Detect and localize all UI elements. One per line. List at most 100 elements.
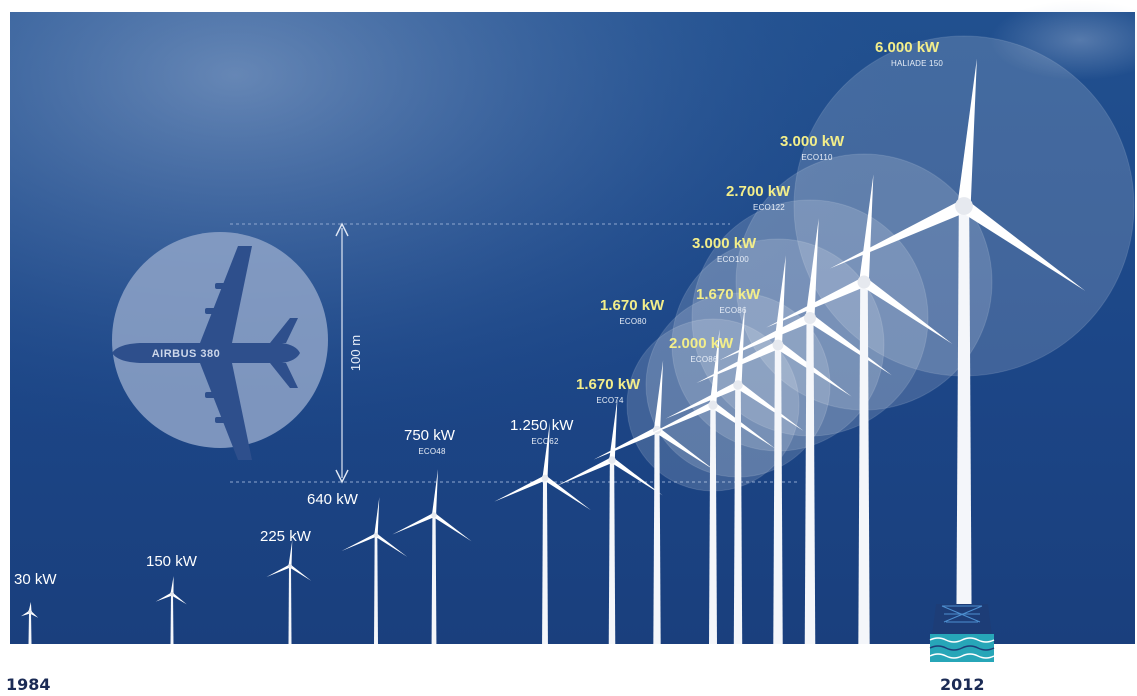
turbine-power-label-14: 6.000 kW (875, 39, 940, 56)
turbine-blade-7-1 (609, 398, 618, 461)
turbine-blade-6-2 (543, 475, 591, 511)
turbine-hub-12 (804, 312, 816, 324)
turbine-power-label-9: 2.000 kW (669, 335, 734, 352)
turbine-model-label-9: ECO86 (690, 355, 718, 364)
turbine-tower-12 (804, 318, 816, 644)
turbine-blade-6-1 (542, 422, 550, 479)
turbine-blade-2-2 (171, 592, 187, 605)
offshore-foundation-icon (929, 604, 995, 662)
turbine-tower-5 (431, 515, 437, 644)
turbine-blade-2-1 (170, 576, 174, 595)
turbine-4 (341, 497, 408, 644)
turbine-1 (20, 602, 39, 644)
aircraft-label: AIRBUS 380 (152, 348, 221, 360)
turbine-blade-5-3 (392, 513, 435, 535)
turbine-blade-12-2 (807, 314, 892, 376)
turbine-hub-9 (708, 400, 718, 410)
turbine-blade-9-1 (709, 329, 720, 406)
turbine-blade-14-3 (829, 199, 967, 269)
turbine-hub-3 (288, 564, 292, 568)
turbine-blade-14-1 (957, 58, 977, 207)
turbine-model-label-7: ECO74 (596, 396, 624, 405)
turbine-blade-8-2 (655, 427, 715, 471)
turbine-power-label-7: 1.670 kW (576, 376, 641, 393)
turbine-blade-13-2 (861, 278, 953, 344)
turbine-tower-10 (733, 385, 743, 644)
turbine-power-label-2: 150 kW (146, 553, 198, 570)
turbine-5 (392, 469, 472, 644)
turbine-blade-5-1 (431, 469, 439, 516)
turbine-8 (593, 360, 715, 644)
turbine-power-label-1: 30 kW (14, 571, 57, 588)
turbine-hub-10 (733, 380, 743, 390)
cloud-haze-right (990, 0, 1137, 80)
turbine-model-label-12: ECO122 (753, 203, 785, 212)
turbine-tower-11 (773, 345, 783, 644)
turbine-model-label-13: ECO110 (801, 153, 833, 162)
turbine-blade-13-1 (859, 174, 874, 283)
turbine-power-label-5: 750 kW (404, 427, 456, 444)
airplane-icon (112, 246, 300, 460)
turbine-3 (266, 540, 312, 644)
turbine-blade-3-2 (289, 564, 312, 581)
turbine-tower-7 (608, 460, 616, 644)
turbine-tower-6 (542, 478, 548, 644)
arrow-down-icon (335, 469, 349, 484)
turbine-power-label-3: 225 kW (260, 528, 312, 545)
turbine-hub-4 (373, 532, 379, 538)
turbine-hub-6 (541, 474, 549, 482)
turbine-power-label-12: 2.700 kW (726, 183, 791, 200)
turbine-model-label-10: ECO86 (719, 306, 747, 315)
turbine-blade-3-3 (266, 564, 291, 577)
turbine-6 (494, 422, 591, 644)
turbine-tower-2 (170, 594, 174, 644)
turbine-blade-13-3 (766, 277, 867, 328)
turbine-blade-11-3 (696, 341, 780, 384)
turbine-model-label-5: ECO48 (418, 447, 446, 456)
turbine-blade-6-3 (494, 475, 547, 502)
turbine-blade-8-1 (653, 360, 664, 431)
turbine-model-label-14: HALIADE 150 (891, 59, 943, 68)
turbine-2 (155, 576, 187, 644)
end-year-label: 2012 (940, 675, 985, 694)
turbine-blade-3-1 (288, 540, 293, 567)
turbine-blade-12-1 (805, 218, 819, 319)
turbine-blade-12-3 (719, 313, 812, 361)
turbines (20, 58, 1086, 644)
turbine-model-label-6: ECO62 (531, 437, 559, 446)
arrow-up-icon (335, 222, 349, 237)
turbine-blade-10-2 (735, 382, 804, 431)
turbine-14 (829, 58, 1086, 644)
turbine-blade-1-1 (28, 602, 32, 613)
turbine-tower-3 (288, 566, 292, 644)
turbine-hub-11 (772, 339, 784, 351)
turbine-blade-5-2 (432, 513, 472, 542)
turbine-power-label-4: 640 kW (307, 491, 359, 508)
turbine-power-label-13: 3.000 kW (780, 133, 845, 150)
turbine-hub-13 (857, 275, 871, 289)
turbine-blade-9-2 (711, 402, 776, 449)
turbine-model-label-8: ECO80 (619, 317, 647, 326)
aircraft-comparison: AIRBUS 380 (112, 232, 328, 460)
turbine-model-label-11: ECO100 (717, 255, 749, 264)
turbine-blade-14-2 (960, 200, 1086, 291)
turbine-tower-14 (956, 206, 972, 644)
turbine-tower-9 (709, 405, 717, 644)
turbine-blade-4-2 (375, 533, 408, 557)
turbine-blade-8-3 (593, 427, 659, 460)
turbine-blade-9-3 (644, 401, 715, 438)
height-label: 100 m (348, 335, 363, 371)
turbine-tower-1 (28, 612, 32, 644)
turbine-tower-8 (653, 430, 661, 644)
turbine-hub-7 (608, 456, 616, 464)
turbine-blade-4-3 (341, 533, 377, 552)
turbine-hub-14 (955, 197, 973, 215)
turbine-blade-2-3 (155, 592, 173, 602)
turbine-tower-4 (374, 535, 378, 644)
turbine-power-label-8: 1.670 kW (600, 297, 665, 314)
turbine-7 (555, 398, 663, 644)
turbine-13 (766, 174, 953, 644)
turbine-blade-4-1 (374, 497, 380, 536)
turbine-blade-10-3 (665, 381, 740, 419)
